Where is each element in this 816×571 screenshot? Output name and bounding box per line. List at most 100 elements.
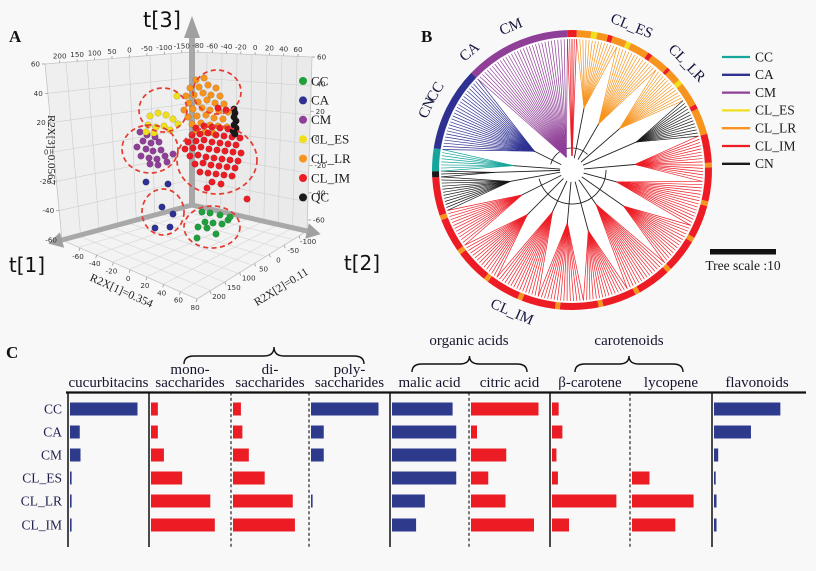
label: 0 [253,43,258,52]
group-title-carotenoids: carotenoids [594,333,663,349]
branch [636,120,694,143]
scatter-point [220,132,228,140]
branch [567,222,581,301]
branch [483,214,528,268]
brace [411,355,528,373]
stem [521,174,562,196]
arc-label-CN: CN [416,95,439,121]
branch [528,211,553,294]
branch [598,50,627,125]
stem [582,141,637,166]
cluster-ellipse [192,69,242,115]
bar-CA [392,425,457,439]
stem [527,178,564,215]
ring-segment-red [665,238,693,269]
branch [598,51,630,125]
scatter-point [198,104,206,112]
scatter-series-CA [142,178,177,232]
branch [497,62,567,158]
ring-segment-orange [665,70,680,85]
branch [634,145,701,165]
line [163,224,279,285]
branch [619,94,680,129]
arc-label-CA: CA [457,39,483,65]
stem [577,123,599,160]
legend-label: CL_IM [755,138,796,153]
branch [598,67,654,125]
scatter-point [207,161,215,169]
ring-segment-red [487,276,521,299]
branch [537,211,553,297]
row-label-CC: CC [44,402,62,417]
ring-segment-red [689,104,698,112]
branch [634,142,701,165]
brace [574,355,684,373]
legend-label: CA [311,93,330,108]
branch [479,214,528,263]
branch [458,104,535,152]
row-label-CL_IM: CL_IM [22,518,63,533]
scatter-point [212,170,220,178]
branch [482,74,567,158]
bar-CM [552,448,557,462]
scatter-point [220,100,228,108]
branch [460,194,523,241]
branch [461,98,535,152]
branch [598,63,649,125]
label: -20 [235,43,247,52]
branch [475,81,535,152]
line [56,153,193,182]
bar-CM [151,448,164,462]
ring-segment-red [432,176,447,216]
legend-label: CL_LR [311,151,351,166]
scatter-point [149,147,157,155]
scatter-point [186,84,194,92]
scatter-point [206,209,214,217]
branch [441,158,514,166]
legend-marker-CC [299,77,307,85]
col-header: di- [262,362,279,378]
branch [623,205,685,238]
line [179,227,293,292]
scatter-point [208,123,216,131]
scatter-point [226,156,234,164]
branch [623,205,668,261]
bar-CM [311,448,324,462]
bar-CL_ES [151,471,183,485]
bar-CC [70,402,138,416]
ring-segment-orange [483,273,492,282]
label: -100 [156,43,173,52]
z-axis-title: R2X[3]=0.0567 [45,115,57,186]
brace [183,346,365,365]
branch [534,211,553,296]
scatter-point [232,141,240,149]
branch [567,39,573,157]
branch [525,47,567,158]
branch [557,39,567,158]
branch [595,204,640,283]
ring-segment-orange [700,199,709,207]
col-header: citric acid [480,375,540,391]
branch [450,121,535,152]
branch [469,88,535,152]
bar-CA [714,425,751,439]
branch [616,181,701,198]
branch [623,205,674,254]
ring-segment-orange [691,108,708,136]
branch [587,230,594,300]
legend-marker-CL_ES [299,135,307,144]
label: -40 [221,42,233,51]
bars [70,402,781,532]
branch [619,73,662,129]
label: 60 [293,45,303,54]
scatter-point [213,146,221,154]
scatter-series-CC [193,208,234,242]
branch [441,172,496,178]
branch [477,78,535,152]
scatter-point [229,148,237,156]
branch [455,109,535,152]
branch [623,205,687,235]
branch [443,146,535,152]
bar-CA [233,425,243,439]
branch [448,124,535,152]
